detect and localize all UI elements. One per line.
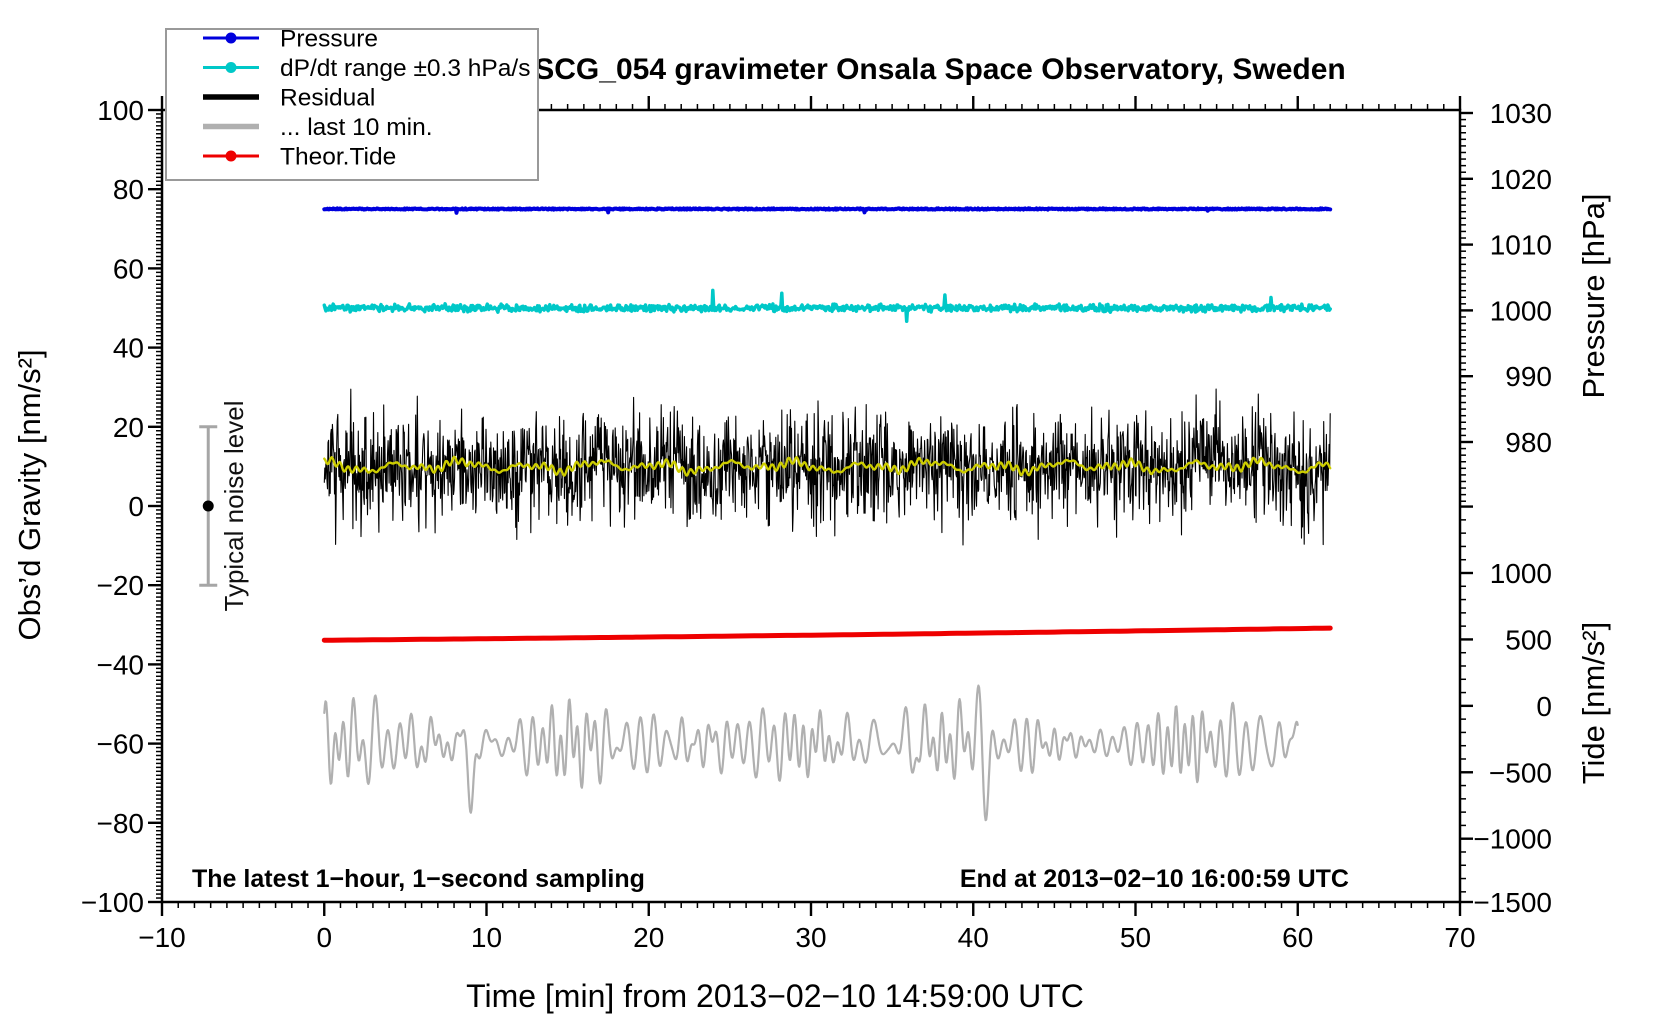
x-tick-label: 40 bbox=[958, 922, 989, 953]
gravity-tick-label: −60 bbox=[97, 729, 145, 760]
plot-frame bbox=[160, 108, 1462, 904]
x-tick-label: 0 bbox=[316, 922, 332, 953]
gravity-tick-label: 60 bbox=[113, 253, 144, 284]
legend-dot-dpdt bbox=[225, 62, 237, 73]
pressure-tick-label: 1030 bbox=[1490, 98, 1552, 129]
tide-tick-label: −500 bbox=[1489, 757, 1552, 788]
legend-item-residual: Residual bbox=[203, 85, 375, 112]
series-layer bbox=[321, 206, 1333, 822]
end-time-annotation: End at 2013−02−10 16:00:59 UTC bbox=[960, 865, 1349, 893]
pressure-series bbox=[322, 206, 1333, 215]
gravity-axis-title: Obs’d Gravity [nm/s²] bbox=[12, 349, 47, 640]
x-tick-label: 30 bbox=[795, 922, 826, 953]
gravity-tick-label: 0 bbox=[128, 491, 144, 522]
pressure-tick-label: 1010 bbox=[1490, 230, 1552, 261]
gravity-tick-label: −20 bbox=[97, 570, 145, 601]
x-tick-label: 50 bbox=[1120, 922, 1151, 953]
gravity-tick-label: 20 bbox=[113, 412, 144, 443]
x-tick-label: 70 bbox=[1444, 922, 1475, 953]
noise-bar-label: Typical noise level bbox=[219, 401, 249, 612]
last-10-min-series bbox=[323, 684, 1299, 822]
legend-label-theor-tide: Theor.Tide bbox=[280, 144, 396, 171]
tide-tick-label: −1500 bbox=[1473, 887, 1552, 918]
legend-item-pressure: Pressure bbox=[203, 26, 378, 53]
legend-label-residual: Residual bbox=[280, 85, 375, 112]
sampling-annotation: The latest 1−hour, 1−second sampling bbox=[192, 865, 645, 893]
gravity-tick-label: −40 bbox=[97, 649, 145, 680]
residual-series bbox=[323, 388, 1331, 546]
pressure-tick-label: 980 bbox=[1505, 427, 1552, 458]
legend-item-last10min: ... last 10 min. bbox=[203, 114, 433, 141]
pressure-tick-label: 1000 bbox=[1490, 295, 1552, 326]
gravity-tick-label: 80 bbox=[113, 174, 144, 205]
noise-level-bar bbox=[199, 425, 218, 587]
theor-tide-series bbox=[321, 625, 1333, 643]
x-tick-label: −10 bbox=[138, 922, 186, 953]
residual-smoothed-series bbox=[323, 455, 1332, 477]
x-tick-label: 20 bbox=[633, 922, 664, 953]
pressure-tick-label: 990 bbox=[1505, 361, 1552, 392]
gravity-tick-label: 40 bbox=[113, 333, 144, 364]
legend-item-dpdt: dP/dt range ±0.3 hPa/s bbox=[203, 55, 530, 82]
legend-label-pressure: Pressure bbox=[280, 26, 378, 53]
gravity-tick-label: −100 bbox=[81, 887, 144, 918]
x-tick-label: 10 bbox=[471, 922, 502, 953]
gravity-tick-label: 100 bbox=[97, 95, 144, 126]
tide-tick-label: 500 bbox=[1505, 624, 1552, 655]
tide-tick-label: −1000 bbox=[1473, 824, 1552, 855]
x-tick-label: 60 bbox=[1282, 922, 1313, 953]
pressure-tick-label: 1020 bbox=[1490, 164, 1552, 195]
x-axis-title: Time [min] from 2013−02−10 14:59:00 UTC bbox=[466, 978, 1084, 1014]
legend-label-last10min: ... last 10 min. bbox=[280, 114, 433, 141]
tide-axis-title: Tide [nm/s²] bbox=[1576, 622, 1611, 785]
dpdt-series bbox=[322, 288, 1332, 324]
legend-item-theor-tide: Theor.Tide bbox=[203, 144, 396, 171]
tide-tick-label: 0 bbox=[1536, 691, 1552, 722]
legend-dot-theor-tide bbox=[225, 150, 237, 162]
gravity-tick-label: −80 bbox=[97, 808, 145, 839]
legend-label-dpdt: dP/dt range ±0.3 hPa/s bbox=[280, 55, 530, 82]
tide-tick-label: 1000 bbox=[1490, 558, 1552, 589]
pressure-axis-title: Pressure [hPa] bbox=[1576, 193, 1611, 398]
legend: Pressure dP/dt range ±0.3 hPa/s Residual… bbox=[165, 26, 539, 181]
noise-bar-dot bbox=[202, 500, 214, 512]
legend-dot-pressure bbox=[225, 32, 237, 44]
axes-layer: −10 0 10 20 30 40 50 60 70100806040200−20−40−60−… bbox=[81, 95, 1552, 953]
chart-title: SCG_054 gravimeter Onsala Space Observat… bbox=[534, 53, 1346, 86]
